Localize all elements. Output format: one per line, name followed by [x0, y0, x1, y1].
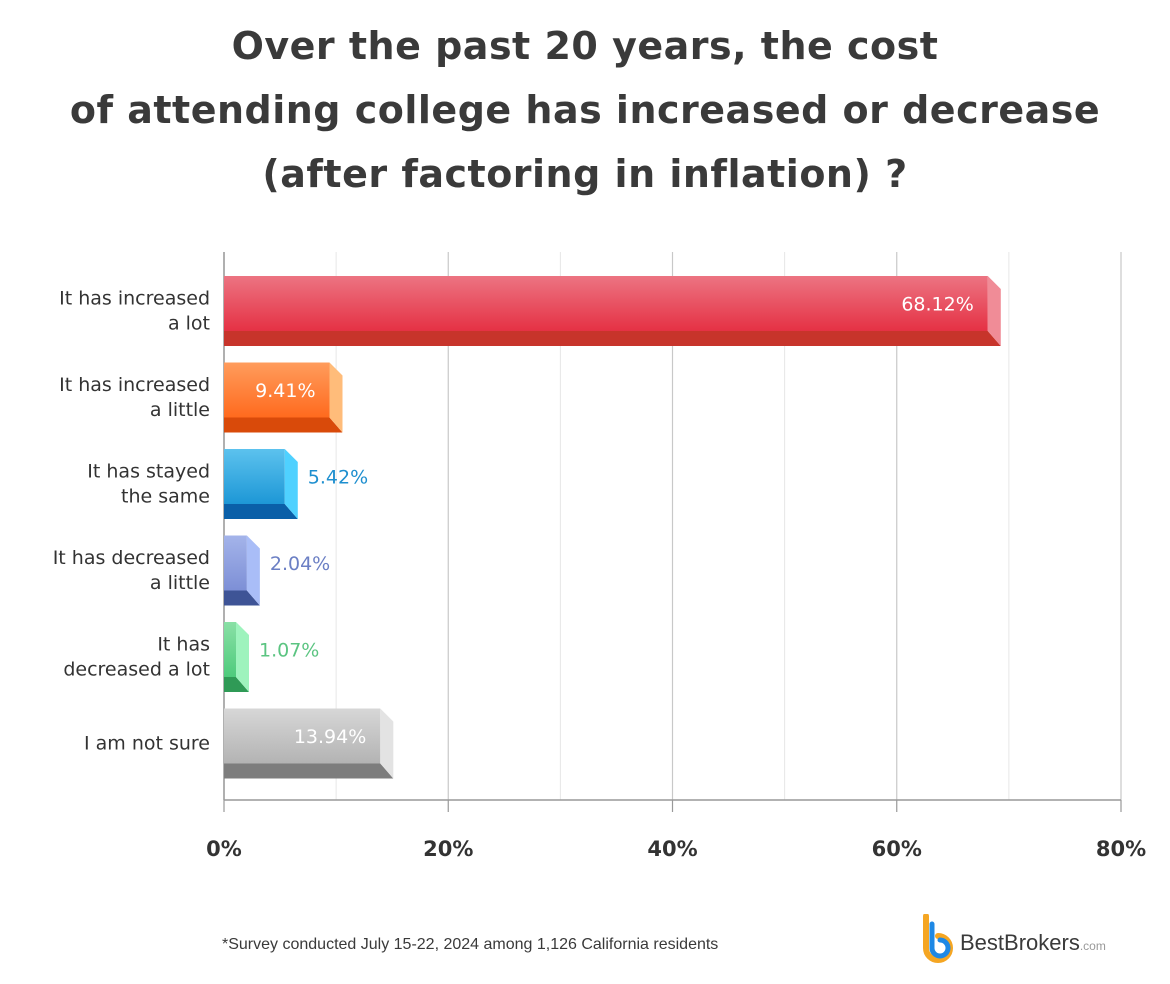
bar	[224, 708, 394, 779]
bar-side	[284, 449, 298, 519]
bar-front	[224, 362, 330, 418]
brand-logo-icon	[923, 914, 953, 963]
bars-layer: 68.12% 9.41% 5.42% 2.04% 1.07% 13.94%	[224, 276, 1001, 779]
bar	[224, 449, 298, 519]
bar-bottom	[224, 417, 343, 433]
bar	[224, 535, 260, 606]
bar-value-label: 68.12%	[901, 294, 973, 316]
x-tick-label: 60%	[872, 837, 922, 861]
category-label: It has stayed the same	[87, 461, 210, 508]
category-label-line: It has increased	[59, 288, 210, 310]
bar-bottom	[224, 677, 249, 692]
brand-name: BestBrokers	[960, 930, 1080, 955]
bar-front	[224, 276, 988, 331]
category-label-line: It has increased	[59, 374, 210, 396]
x-tick-label: 0%	[206, 837, 242, 861]
category-label-line: It has decreased	[53, 547, 210, 569]
category-label-line: the same	[121, 486, 210, 508]
footnote: *Survey conducted July 15-22, 2024 among…	[222, 936, 719, 953]
category-label: It has increased a lot	[59, 288, 210, 335]
bar-side	[987, 276, 1001, 346]
bar-side	[235, 622, 249, 692]
bar-bottom	[224, 504, 298, 519]
bar-side	[380, 708, 394, 779]
bar-value-label: 5.42%	[308, 467, 368, 489]
title-line-1: Over the past 20 years, the cost	[231, 24, 939, 68]
category-labels: It has increased a lot It has increased a l…	[53, 288, 210, 755]
category-label-line: I am not sure	[84, 733, 210, 755]
category-label: It has increased a little	[59, 374, 210, 421]
bar-bottom	[224, 331, 1001, 346]
bar	[224, 622, 249, 692]
title-line-3: (after factoring in inflation) ?	[262, 152, 908, 196]
x-tick-label: 40%	[647, 837, 697, 861]
category-label: I am not sure	[84, 733, 210, 755]
bar-front	[224, 622, 236, 677]
bar-bottom	[224, 590, 260, 606]
title-line-2: of attending college has increased or de…	[69, 88, 1101, 132]
bar-bottom	[224, 763, 394, 779]
category-label: It has decreased a lot	[63, 634, 210, 681]
x-tick-label: 80%	[1096, 837, 1146, 861]
bar-side	[246, 535, 260, 606]
bar-front	[224, 708, 381, 764]
x-tick-label: 20%	[423, 837, 473, 861]
bar	[224, 276, 1001, 346]
bar-value-label: 2.04%	[270, 553, 330, 575]
bar-front	[224, 535, 247, 591]
brand-logo: BestBrokers.com	[920, 914, 1130, 964]
brand-tld: .com	[1079, 939, 1106, 953]
x-tick-labels: 0% 20% 40% 60% 80%	[206, 837, 1146, 861]
category-label-line: a little	[150, 399, 210, 421]
bar-value-label: 9.41%	[255, 380, 315, 402]
category-label-line: a lot	[168, 313, 210, 335]
bar-chart: 68.12% 9.41% 5.42% 2.04% 1.07% 13.94% It has …	[53, 252, 1146, 861]
category-label-line: decreased a lot	[63, 659, 210, 681]
bar	[224, 362, 343, 433]
category-label-line: It has	[157, 634, 210, 656]
bar-value-label: 1.07%	[259, 640, 319, 662]
category-label-line: a little	[150, 572, 210, 594]
bar-front	[224, 449, 285, 504]
bar-value-label: 13.94%	[294, 726, 366, 748]
bar-side	[329, 362, 343, 433]
category-label-line: It has stayed	[87, 461, 210, 483]
chart-title: Over the past 20 years, the cost of atte…	[0, 14, 1170, 206]
category-label: It has decreased a little	[53, 547, 210, 594]
